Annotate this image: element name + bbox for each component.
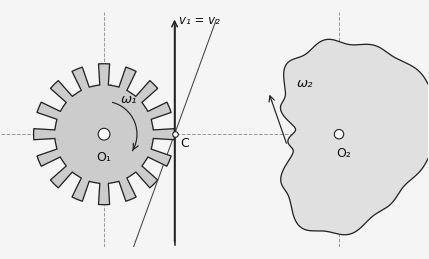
Text: O₂: O₂ — [336, 147, 351, 160]
Circle shape — [98, 128, 110, 140]
Text: v₁ = v₂: v₁ = v₂ — [179, 14, 220, 27]
Polygon shape — [33, 64, 175, 205]
Circle shape — [334, 130, 344, 139]
Text: ω₂: ω₂ — [297, 77, 313, 90]
Polygon shape — [281, 39, 429, 235]
Text: O₁: O₁ — [97, 151, 112, 164]
Text: C: C — [181, 136, 189, 149]
Text: ω₁: ω₁ — [121, 93, 137, 106]
